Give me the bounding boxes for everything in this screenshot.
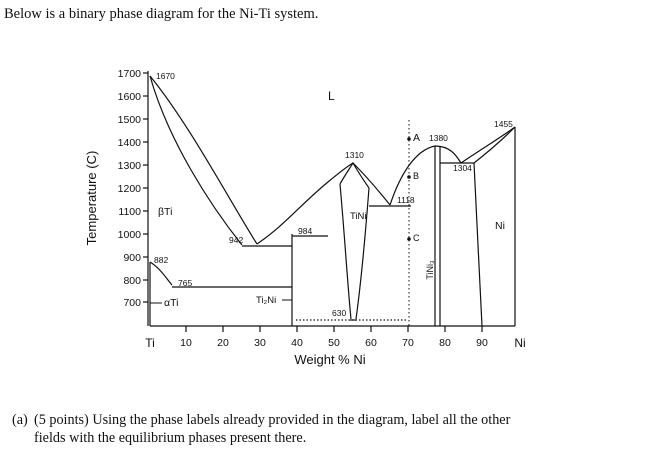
phase-label-alpha-ti: αTi [164, 297, 178, 309]
y-tick-label: 1100 [118, 206, 141, 218]
phase-label-beta-ti: βTi [158, 206, 172, 218]
x-tick-label: 40 [291, 337, 303, 349]
y-ticks [143, 72, 148, 303]
beta-transus [149, 261, 173, 286]
y-tick-label: 800 [123, 275, 141, 287]
point-c-label: C [413, 233, 420, 243]
question-line-2: fields with the equilibrium phases prese… [34, 430, 307, 446]
x-tick-label: 70 [402, 337, 414, 349]
solidus-ni-side [473, 126, 516, 164]
temp-label-942: 942 [229, 235, 243, 245]
x-end-label-ni: Ni [514, 336, 525, 350]
liquidus-to-tini [256, 162, 354, 245]
liquidus-tini-right [352, 162, 391, 206]
x-tick-label: 20 [217, 337, 229, 349]
liquidus-ni-side [460, 126, 516, 164]
phase-label-tini: TiNi [350, 211, 367, 222]
y-tick-label: 1600 [118, 91, 142, 103]
y-tick-label: 1300 [118, 160, 142, 172]
temp-label-1118: 1118 [397, 195, 415, 205]
y-tick-label: 1000 [118, 229, 142, 241]
phase-label-ni: Ni [495, 220, 505, 232]
phase-boundaries [149, 75, 516, 327]
temp-label-1455: 1455 [494, 119, 513, 129]
intro-text: Below is a binary phase diagram for the … [4, 6, 319, 22]
x-tick-label: 10 [180, 337, 192, 349]
x-tick-label: 90 [476, 337, 488, 349]
question-line-1: (5 points) Using the phase labels alread… [34, 412, 511, 428]
question-a: (a) (5 points) Using the phase labels alr… [12, 411, 632, 447]
phase-label-tini3: TiNi₃ [425, 260, 435, 280]
y-tick-label: 1700 [118, 68, 142, 80]
ni-solvus [473, 162, 483, 327]
ni-ti-phase-diagram: 1700 1600 1500 1400 1300 1200 1100 1000 … [84, 68, 526, 367]
liquidus-ti-side [149, 75, 258, 245]
y-tick-label: 1200 [118, 183, 142, 195]
temp-label-1670: 1670 [156, 71, 175, 81]
x-tick-label: 80 [439, 337, 451, 349]
x-tick-label: 60 [365, 337, 377, 349]
point-a-marker [407, 137, 411, 141]
y-tick-label: 900 [123, 252, 141, 264]
x-tick-label: 30 [254, 337, 266, 349]
point-b-marker [407, 175, 411, 179]
temp-label-882: 882 [154, 255, 168, 265]
y-tick-label: 1500 [118, 114, 142, 126]
solidus-ti-side [149, 75, 243, 246]
x-axis-label: Weight % Ni [294, 352, 365, 367]
question-number: (a) [12, 412, 28, 428]
y-axis-label: Temperature (C) [84, 151, 99, 246]
tini-right-boundary [355, 187, 370, 320]
temp-label-984: 984 [298, 226, 312, 236]
phase-label-liquid: L [328, 89, 335, 103]
phase-label-ti2ni: Ti₂Ni [256, 295, 276, 306]
point-b-label: B [413, 171, 419, 181]
y-tick-label: 1400 [118, 137, 142, 149]
temp-label-765: 765 [178, 278, 192, 288]
x-end-label-ti: Ti [145, 336, 155, 350]
x-ticks [185, 326, 483, 332]
tini-left-boundary [339, 183, 352, 320]
temp-label-1304: 1304 [453, 163, 472, 173]
point-c-marker [407, 237, 411, 241]
point-a-label: A [413, 132, 420, 144]
temp-label-1380: 1380 [429, 133, 448, 143]
x-tick-label: 50 [328, 337, 340, 349]
temp-label-630: 630 [332, 308, 346, 318]
y-tick-label: 700 [123, 297, 141, 309]
temp-label-1310: 1310 [345, 150, 364, 160]
